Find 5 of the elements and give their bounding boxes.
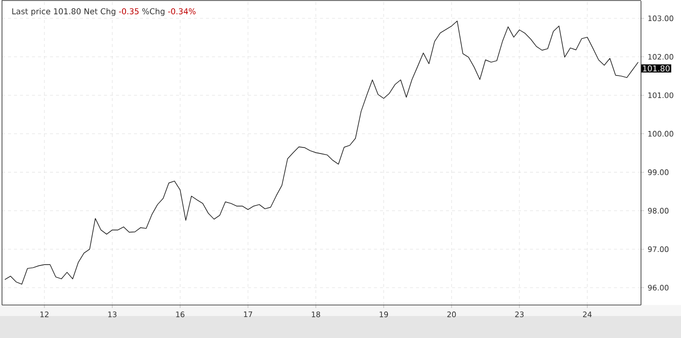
annotation: -0.34%: [168, 8, 196, 14]
annotation: -0.35: [118, 8, 139, 14]
annotation: Last price 101.80 Net Chg: [12, 8, 116, 16]
annotation: %Chg: [142, 8, 164, 16]
text: 101.80: [643, 65, 670, 72]
